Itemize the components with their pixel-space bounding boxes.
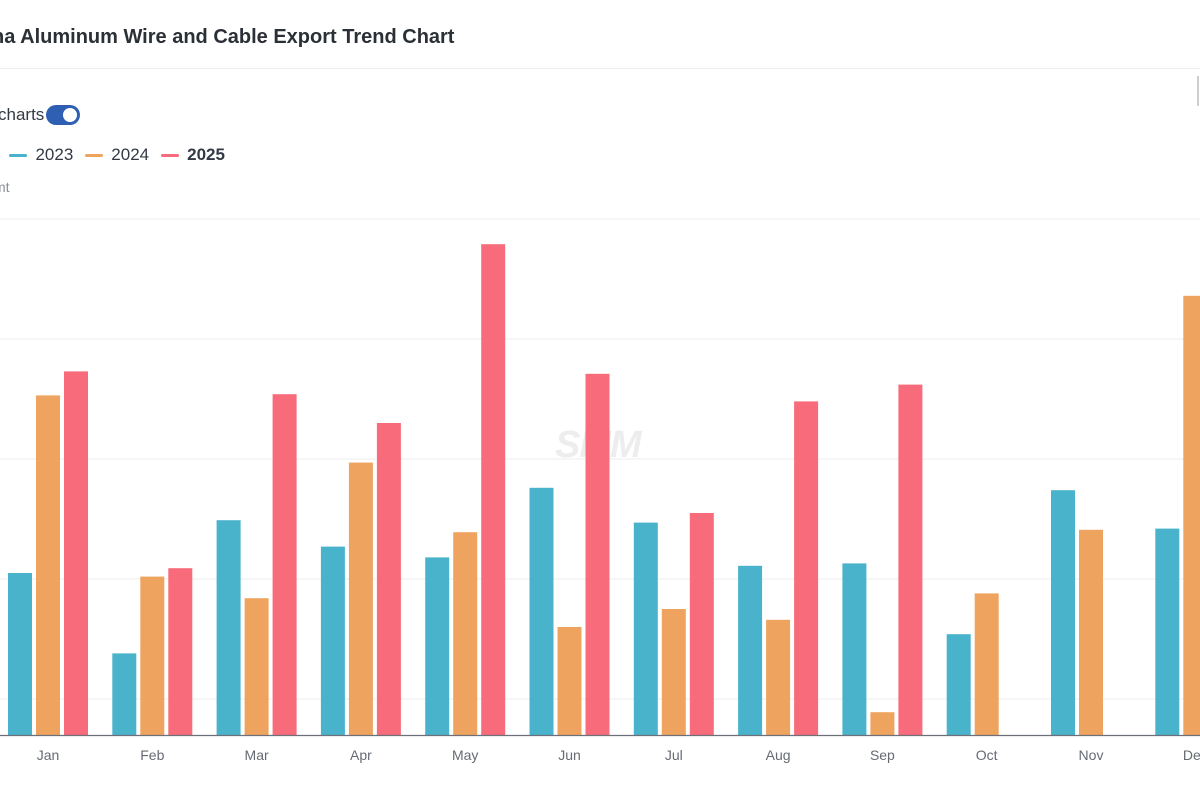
bar-2025-feb[interactable] <box>168 568 193 735</box>
y-axis-unit-label: mt <box>0 179 10 195</box>
bar-2023-mar[interactable] <box>216 520 241 735</box>
legend-label: 2025 <box>187 145 225 164</box>
bar-2024-mar[interactable] <box>244 598 269 735</box>
bar-2024-feb[interactable] <box>140 576 165 735</box>
legend-item-2023[interactable]: 2023 <box>9 145 73 165</box>
bar-2024-sep[interactable] <box>870 712 895 735</box>
legend-item-2025[interactable]: 2025 <box>161 145 225 165</box>
x-tick-label-sep: Sep <box>870 747 895 763</box>
bar-2023-feb[interactable] <box>112 653 137 735</box>
chart-toggle-row: charts <box>0 102 81 128</box>
bar-2025-jan[interactable] <box>64 371 88 735</box>
bar-2025-mar[interactable] <box>272 394 297 735</box>
toggle-knob <box>63 108 78 122</box>
bar-2025-aug[interactable] <box>794 401 819 735</box>
title-divider <box>0 68 1200 69</box>
x-tick-label-aug: Aug <box>766 747 791 763</box>
legend-swatch-2024 <box>85 153 104 157</box>
x-tick-label-jul: Jul <box>665 747 683 763</box>
x-tick-label-jun: Jun <box>558 747 581 763</box>
legend-swatch-2023 <box>9 153 28 157</box>
x-tick-label-may: May <box>452 747 478 763</box>
x-tick-label-oct: Oct <box>976 747 998 763</box>
x-tick-label-dec: Dec <box>1183 747 1200 763</box>
bar-2023-apr[interactable] <box>320 546 345 735</box>
x-tick-label-nov: Nov <box>1079 747 1104 763</box>
bar-2024-dec[interactable] <box>1183 295 1200 735</box>
legend-label: 2024 <box>111 145 150 164</box>
chart-title: na Aluminum Wire and Cable Export Trend … <box>0 26 455 48</box>
panel-edge-handle <box>1197 76 1199 106</box>
bar-2024-may[interactable] <box>453 532 478 735</box>
bar-2024-jun[interactable] <box>557 627 582 735</box>
bar-2025-sep[interactable] <box>898 384 923 735</box>
x-tick-label-feb: Feb <box>140 747 164 763</box>
bar-2024-jan[interactable] <box>36 395 60 735</box>
bar-2023-dec[interactable] <box>1155 528 1180 735</box>
toggle-label: charts <box>0 105 45 124</box>
bar-2024-oct[interactable] <box>974 593 999 735</box>
bar-2024-nov[interactable] <box>1079 529 1103 735</box>
legend-swatch-2025 <box>161 153 180 157</box>
legend-label: 2023 <box>35 145 74 164</box>
bar-2023-jul[interactable] <box>633 522 658 735</box>
bar-2024-aug[interactable] <box>766 619 791 735</box>
x-tick-label-apr: Apr <box>350 747 372 763</box>
charts-toggle-switch[interactable] <box>46 105 81 125</box>
x-tick-label-mar: Mar <box>245 747 269 763</box>
legend-item-2024[interactable]: 2024 <box>85 145 149 165</box>
bar-2025-apr[interactable] <box>376 423 401 735</box>
bar-2023-oct[interactable] <box>946 634 971 735</box>
chart-legend: 2 2023 2024 2025 <box>0 143 237 167</box>
bar-2025-jul[interactable] <box>689 513 714 735</box>
bar-2023-aug[interactable] <box>738 565 763 735</box>
x-tick-label-jan: Jan <box>37 747 60 763</box>
bar-2025-jun[interactable] <box>585 373 610 735</box>
bar-2023-nov[interactable] <box>1051 490 1075 735</box>
bar-2023-jun[interactable] <box>529 487 554 735</box>
bar-2025-may[interactable] <box>481 244 506 735</box>
bar-2023-jan[interactable] <box>8 573 32 735</box>
bar-2024-jul[interactable] <box>661 609 686 735</box>
bar-2023-may[interactable] <box>425 557 450 735</box>
bar-2024-apr[interactable] <box>348 462 373 735</box>
bar-2023-sep[interactable] <box>842 563 867 735</box>
